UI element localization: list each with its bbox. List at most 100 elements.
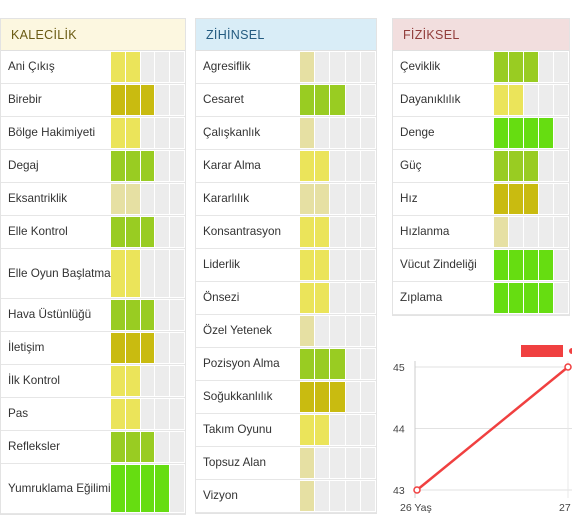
level-segment — [524, 250, 538, 280]
level-segment — [155, 184, 170, 214]
level-segment — [125, 184, 140, 214]
attribute-row: Elle Kontrol — [1, 216, 185, 249]
panel-title: KALECİLİK — [1, 19, 185, 51]
attribute-label: Konsantrasyon — [203, 225, 281, 238]
attribute-row: Özel Yetenek — [196, 315, 376, 348]
level-segment — [360, 217, 376, 247]
level-segment — [140, 333, 155, 363]
panel-title: ZİHİNSEL — [196, 19, 376, 51]
level-segment — [315, 415, 330, 445]
attribute-level-bar — [300, 150, 376, 182]
attribute-row: Topsuz Alan — [196, 447, 376, 480]
attribute-level-bar — [494, 84, 569, 116]
level-segment — [300, 52, 315, 82]
level-segment — [360, 283, 376, 313]
level-segment — [524, 184, 538, 214]
level-segment — [494, 85, 508, 115]
level-segment — [360, 184, 376, 214]
attribute-level-bar — [111, 84, 185, 116]
panel-fiziksel: FİZİKSEL Çeviklik Dayanıklılık Denge Güç Hız… — [392, 18, 570, 316]
level-segment — [315, 184, 330, 214]
attribute-row: Refleksler — [1, 431, 185, 464]
level-segment — [345, 316, 360, 346]
level-segment — [125, 432, 140, 462]
level-segment — [494, 217, 508, 247]
level-segment — [509, 184, 523, 214]
attribute-label: Elle Kontrol — [8, 225, 68, 238]
attribute-list: Ani Çıkış Birebir Bölge Hakimiyeti Degaj Eks… — [1, 51, 185, 514]
attribute-row: Dayanıklılık — [393, 84, 569, 117]
attribute-level-bar — [300, 447, 376, 479]
level-segment — [330, 85, 345, 115]
attribute-level-bar — [111, 332, 185, 364]
level-segment — [155, 465, 170, 512]
attribute-label: Yumruklama Eğilimi — [8, 481, 111, 495]
level-segment — [539, 217, 553, 247]
attribute-level-bar — [111, 183, 185, 215]
level-segment — [345, 415, 360, 445]
level-segment — [330, 52, 345, 82]
level-segment — [509, 85, 523, 115]
level-segment — [345, 52, 360, 82]
level-segment — [170, 399, 184, 429]
level-segment — [125, 465, 140, 512]
level-segment — [330, 349, 345, 379]
level-segment — [509, 283, 523, 313]
attribute-label: Topsuz Alan — [203, 456, 267, 469]
attribute-row: Hızlanma — [393, 216, 569, 249]
attribute-row: Zıplama — [393, 282, 569, 315]
level-segment — [330, 481, 345, 511]
level-segment — [111, 250, 125, 297]
level-segment — [170, 432, 184, 462]
level-segment — [125, 250, 140, 297]
level-segment — [111, 399, 125, 429]
level-segment — [315, 283, 330, 313]
level-segment — [330, 415, 345, 445]
level-segment — [300, 85, 315, 115]
series-line — [416, 366, 569, 491]
level-segment — [345, 151, 360, 181]
level-segment — [345, 448, 360, 478]
panel-kalecilik: KALECİLİK Ani Çıkış Birebir Bölge Hakimiye… — [0, 18, 186, 515]
level-segment — [111, 465, 125, 512]
level-segment — [111, 184, 125, 214]
attribute-level-bar — [300, 348, 376, 380]
level-segment — [111, 366, 125, 396]
data-point — [564, 363, 572, 371]
level-segment — [330, 217, 345, 247]
attribute-label: Elle Oyun Başlatma — [8, 266, 111, 280]
level-segment — [509, 250, 523, 280]
attribute-row: Vizyon — [196, 480, 376, 513]
attribute-row: Pas — [1, 398, 185, 431]
attribute-level-bar — [111, 150, 185, 182]
attribute-label: Denge — [400, 126, 435, 139]
level-segment — [524, 151, 538, 181]
attribute-label: Çeviklik — [400, 60, 441, 73]
attribute-level-bar — [300, 315, 376, 347]
level-segment — [155, 366, 170, 396]
attribute-label: Eksantriklik — [8, 192, 68, 205]
attribute-level-bar — [494, 117, 569, 149]
attribute-label: Cesaret — [203, 93, 244, 106]
level-segment — [345, 481, 360, 511]
attribute-list: Agresiflik Cesaret Çalışkanlık Karar Alma Ka… — [196, 51, 376, 513]
level-segment — [539, 52, 553, 82]
level-segment — [111, 118, 125, 148]
level-segment — [315, 316, 330, 346]
attribute-level-bar — [300, 183, 376, 215]
level-segment — [140, 366, 155, 396]
level-segment — [170, 118, 184, 148]
age-chart: 45 44 43 26 Yaş 27 — [380, 345, 572, 519]
attribute-label: Kararlılık — [203, 192, 250, 205]
attribute-row: Güç — [393, 150, 569, 183]
attribute-label: Hızlanma — [400, 225, 450, 238]
level-segment — [315, 250, 330, 280]
level-segment — [155, 118, 170, 148]
level-segment — [360, 151, 376, 181]
level-segment — [315, 382, 330, 412]
level-segment — [111, 217, 125, 247]
level-segment — [125, 300, 140, 330]
attribute-row: Hava Üstünlüğü — [1, 299, 185, 332]
legend-swatch — [521, 345, 563, 357]
level-segment — [155, 300, 170, 330]
